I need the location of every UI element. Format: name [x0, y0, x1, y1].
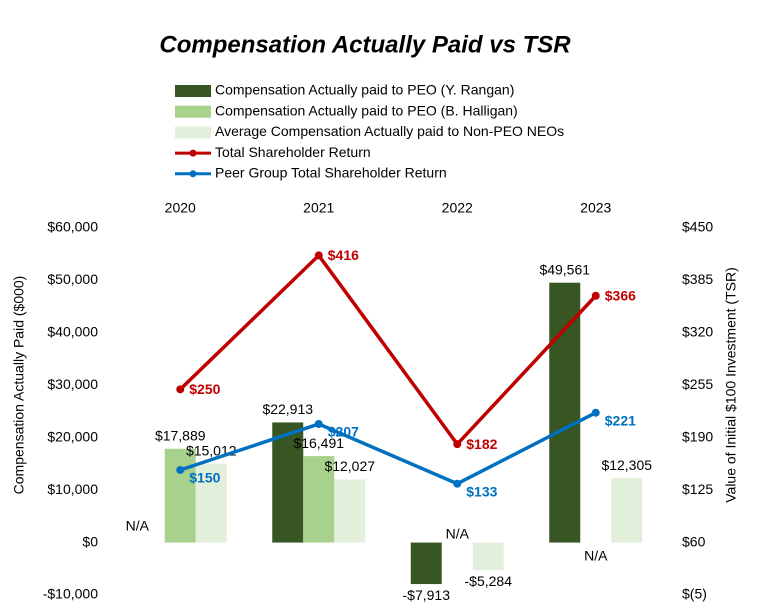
data-label: -$7,913	[403, 587, 451, 603]
legend-swatch	[189, 170, 197, 178]
data-label: $221	[605, 412, 636, 428]
line-point	[453, 440, 462, 449]
line-point	[176, 385, 185, 394]
y-tick-label: $60,000	[47, 219, 98, 235]
data-label: $12,027	[324, 458, 375, 474]
line	[179, 252, 598, 447]
data-label: $133	[466, 483, 497, 499]
y-axis-title: Compensation Actually Paid ($000)	[11, 276, 27, 495]
x-tick-label: 2023	[580, 200, 611, 216]
data-label: $207	[328, 424, 359, 440]
x-tick-label: 2021	[303, 200, 334, 216]
y2-tick-label: $255	[682, 376, 713, 392]
legend-label: Peer Group Total Shareholder Return	[215, 165, 447, 181]
legend-label: Total Shareholder Return	[215, 144, 371, 160]
bar	[472, 542, 504, 571]
y-tick-label: $40,000	[47, 324, 98, 340]
line-point	[176, 465, 185, 474]
line-point	[591, 291, 600, 300]
bar	[303, 456, 335, 543]
data-label: $49,561	[539, 261, 590, 277]
line-point	[314, 251, 323, 260]
y2-tick-label: $385	[682, 271, 713, 287]
legend-swatch	[189, 149, 197, 157]
data-label: $16,491	[293, 435, 344, 451]
line-point	[453, 479, 462, 488]
bar	[549, 282, 581, 543]
y2-tick-label: $60	[682, 533, 706, 549]
bar	[410, 542, 442, 585]
bar	[195, 463, 227, 543]
data-label: $366	[605, 287, 636, 303]
data-label: $12,305	[601, 457, 652, 473]
line-point	[591, 408, 600, 417]
y2-axis-title: Value of Initial $100 Investment (TSR)	[723, 267, 739, 503]
line	[179, 411, 597, 486]
y2-tick-label: $125	[682, 481, 713, 497]
y-tick-label: $10,000	[47, 481, 98, 497]
data-label: -$5,284	[465, 573, 513, 589]
y-tick-label: $0	[82, 533, 98, 549]
data-label: N/A	[584, 547, 608, 563]
data-label: N/A	[126, 517, 150, 533]
chart-title: Compensation Actually Paid vs TSR	[159, 31, 571, 58]
data-label: $17,889	[155, 427, 206, 443]
data-label: N/A	[446, 525, 470, 541]
data-label: $182	[466, 436, 497, 452]
data-label: $15,012	[186, 443, 237, 459]
legend-swatch	[175, 105, 211, 118]
y-tick-label: $20,000	[47, 428, 98, 444]
legend-swatch	[175, 126, 211, 139]
y-tick-label: -$10,000	[43, 586, 98, 602]
y2-tick-label: $190	[682, 428, 713, 444]
bar	[611, 478, 643, 543]
x-tick-label: 2020	[165, 200, 196, 216]
legend-label: Compensation Actually paid to PEO (B. Ha…	[215, 102, 518, 118]
y2-tick-label: $320	[682, 324, 713, 340]
data-label: $22,913	[262, 401, 313, 417]
y2-tick-label: $(5)	[682, 586, 707, 602]
bar	[164, 448, 196, 543]
data-label: $150	[189, 470, 220, 486]
data-label: $416	[328, 247, 359, 263]
legend-label: Compensation Actually paid to PEO (Y. Ra…	[215, 82, 514, 98]
legend-swatch	[175, 85, 211, 97]
legend-label: Average Compensation Actually paid to No…	[215, 123, 564, 139]
y2-tick-label: $450	[682, 219, 713, 235]
y-tick-label: $50,000	[47, 271, 98, 287]
data-label: $250	[189, 381, 220, 397]
line-point	[314, 420, 323, 429]
x-tick-label: 2022	[442, 200, 473, 216]
bar	[272, 422, 304, 543]
y-tick-label: $30,000	[47, 376, 98, 392]
bar	[334, 479, 366, 543]
